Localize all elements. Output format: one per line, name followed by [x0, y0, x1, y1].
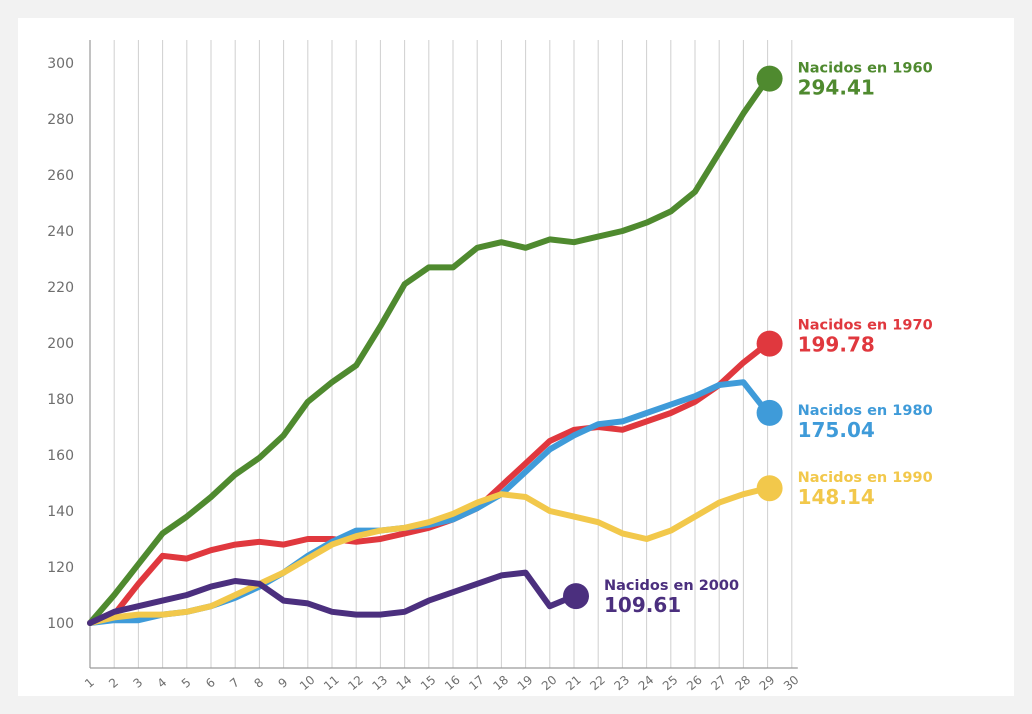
series-line-nacidos-en-2000	[87, 569, 577, 626]
x-tick-label-11: 11	[321, 673, 342, 694]
end-marker-nacidos-en-1960	[756, 65, 783, 92]
x-tick-label-20: 20	[539, 673, 560, 694]
series-value-nacidos-en-2000: 109.61	[604, 593, 681, 617]
x-tick-label-2: 2	[106, 675, 121, 691]
x-tick-label-15: 15	[418, 673, 439, 694]
x-tick-label-30: 30	[781, 673, 802, 694]
series-label-nacidos-en-1960: Nacidos en 1960	[798, 61, 933, 77]
y-tick-label-100: 100	[47, 616, 74, 632]
x-tick-label-3: 3	[130, 675, 145, 691]
x-tick-label-6: 6	[203, 675, 218, 691]
y-tick-label-220: 220	[47, 280, 74, 296]
y-tick-label-280: 280	[47, 112, 74, 128]
y-tick-label-200: 200	[47, 336, 74, 352]
series-value-nacidos-en-1990: 148.14	[798, 485, 875, 509]
x-tick-label-13: 13	[369, 673, 390, 694]
series-value-nacidos-en-1970: 199.78	[798, 333, 875, 357]
x-tick-label-16: 16	[442, 673, 463, 694]
series-line-nacidos-en-1990	[87, 485, 771, 626]
y-tick-label-120: 120	[47, 560, 74, 576]
y-tick-label-140: 140	[47, 504, 74, 520]
series-label-nacidos-en-2000: Nacidos en 2000	[604, 578, 739, 594]
x-tick-label-12: 12	[345, 673, 366, 694]
x-tick-label-22: 22	[587, 673, 608, 694]
x-tick-label-23: 23	[611, 673, 632, 694]
series-line-nacidos-en-1960	[87, 75, 771, 626]
x-tick-label-27: 27	[708, 673, 729, 694]
y-tick-label-160: 160	[47, 448, 74, 464]
x-tick-label-19: 19	[515, 673, 536, 694]
end-marker-nacidos-en-1980	[756, 399, 783, 426]
end-marker-nacidos-en-2000	[563, 583, 589, 610]
series-label-nacidos-en-1970: Nacidos en 1970	[798, 318, 933, 334]
y-tick-label-180: 180	[47, 392, 74, 408]
x-tick-label-14: 14	[394, 673, 415, 694]
series-value-nacidos-en-1980: 175.04	[798, 418, 875, 442]
x-tick-label-28: 28	[732, 673, 753, 694]
x-tick-label-26: 26	[684, 673, 705, 694]
series-value-nacidos-en-1960: 294.41	[798, 76, 875, 100]
x-tick-label-29: 29	[757, 673, 778, 694]
x-tick-label-9: 9	[276, 675, 291, 691]
series-label-nacidos-en-1990: Nacidos en 1990	[798, 470, 933, 486]
end-marker-nacidos-en-1970	[756, 330, 783, 357]
x-tick-label-10: 10	[297, 673, 318, 694]
x-tick-label-21: 21	[563, 673, 584, 694]
x-tick-label-5: 5	[179, 675, 194, 691]
x-tick-label-4: 4	[155, 675, 170, 691]
series-label-nacidos-en-1980: Nacidos en 1980	[798, 403, 933, 419]
x-tick-label-18: 18	[490, 673, 511, 694]
end-marker-nacidos-en-1990	[756, 475, 783, 502]
x-tick-label-25: 25	[660, 673, 681, 694]
y-tick-label-240: 240	[47, 224, 74, 240]
x-tick-label-7: 7	[227, 675, 242, 691]
x-tick-label-1: 1	[82, 675, 97, 691]
y-tick-label-260: 260	[47, 168, 74, 184]
x-tick-label-24: 24	[636, 673, 657, 694]
y-tick-label-300: 300	[47, 56, 74, 72]
x-tick-label-17: 17	[466, 673, 487, 694]
x-tick-label-8: 8	[251, 675, 266, 691]
